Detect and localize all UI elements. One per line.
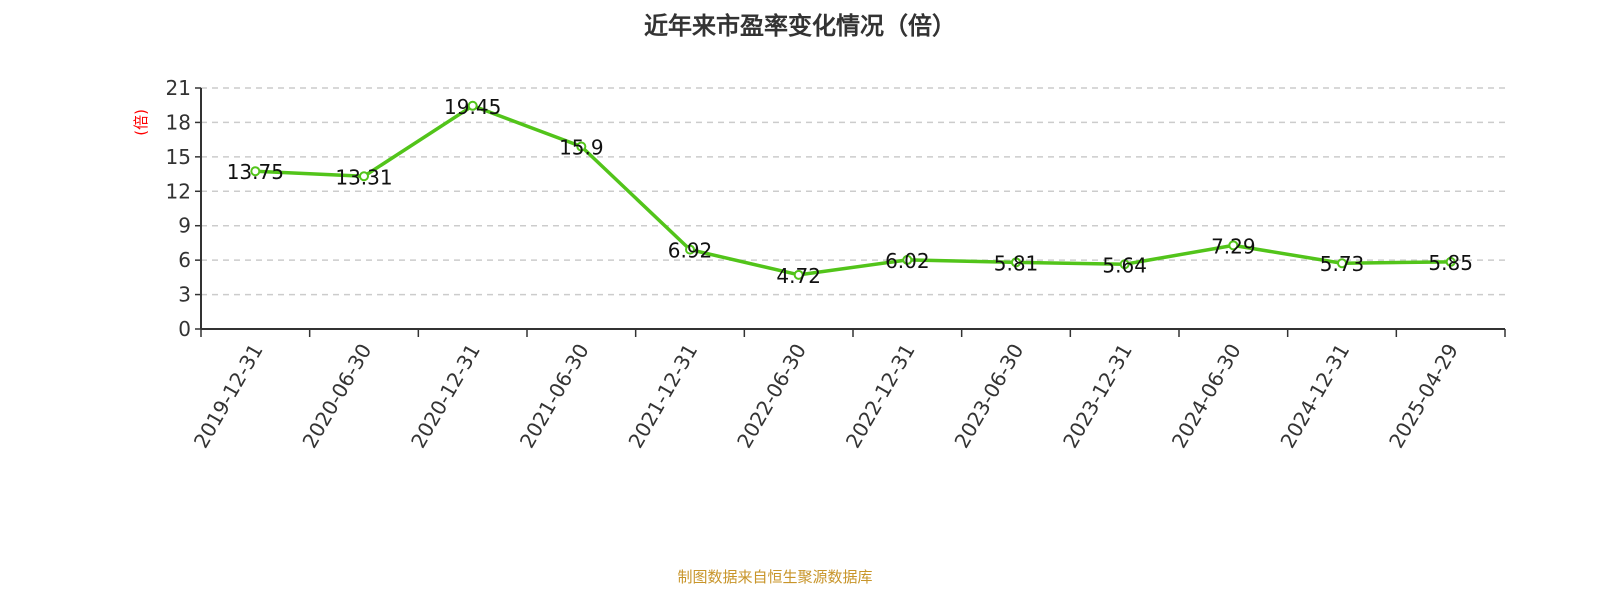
y-tick-label: 9 — [178, 214, 191, 238]
y-tick-label: 18 — [166, 110, 191, 134]
data-point — [1228, 240, 1239, 251]
y-tick-label: 12 — [166, 179, 191, 203]
chart-title: 近年来市盈率变化情况（倍） — [644, 12, 956, 40]
x-tick-label: 2019-12-31 — [189, 340, 268, 453]
data-point — [250, 166, 261, 177]
data-label: 5.81 — [994, 251, 1039, 275]
data-point — [576, 141, 587, 152]
x-tick-label: 2020-12-31 — [406, 340, 485, 453]
data-point — [902, 254, 913, 265]
data-label: 13.31 — [335, 165, 392, 189]
x-tick-label: 2021-06-30 — [515, 340, 594, 453]
data-point — [1119, 259, 1130, 270]
x-tick-label: 2025-04-29 — [1384, 340, 1463, 453]
data-point — [685, 244, 695, 255]
data-source: 制图数据来自恒生聚源数据库 — [677, 568, 873, 586]
data-label: 5.73 — [1320, 252, 1365, 276]
data-point — [1337, 258, 1347, 269]
y-tick-label: 6 — [178, 248, 191, 272]
data-label: 15.9 — [559, 136, 604, 160]
data-label: 7.29 — [1211, 234, 1256, 258]
data-label: 5.64 — [1102, 253, 1147, 277]
x-tick-label: 2022-06-30 — [732, 340, 811, 453]
x-tick-label: 2024-12-31 — [1275, 340, 1354, 453]
x-tick-label: 2023-06-30 — [949, 340, 1028, 453]
data-label: 19.45 — [444, 95, 501, 119]
x-tick-label: 2022-12-31 — [841, 340, 920, 453]
data-point — [793, 269, 804, 280]
y-tick-label: 3 — [178, 283, 191, 307]
y-tick-label: 21 — [166, 76, 191, 100]
data-label: 5.85 — [1428, 251, 1473, 275]
data-label: 4.72 — [776, 264, 821, 288]
series-line — [255, 104, 1451, 277]
data-point — [467, 100, 478, 111]
data-point — [359, 171, 369, 182]
data-point — [1011, 257, 1021, 268]
x-tick-label: 2020-06-30 — [297, 340, 376, 453]
data-label: 6.02 — [885, 249, 930, 273]
x-tick-label: 2023-12-31 — [1058, 340, 1137, 453]
data-label: 13.75 — [227, 160, 284, 184]
y-axis-label: (倍) — [132, 109, 150, 136]
x-tick-label: 2024-06-30 — [1167, 340, 1246, 453]
data-point — [1445, 256, 1456, 267]
data-label: 6.92 — [668, 239, 713, 263]
y-tick-label: 15 — [166, 145, 191, 169]
y-tick-label: 0 — [178, 317, 191, 341]
x-tick-label: 2021-12-31 — [623, 340, 702, 453]
